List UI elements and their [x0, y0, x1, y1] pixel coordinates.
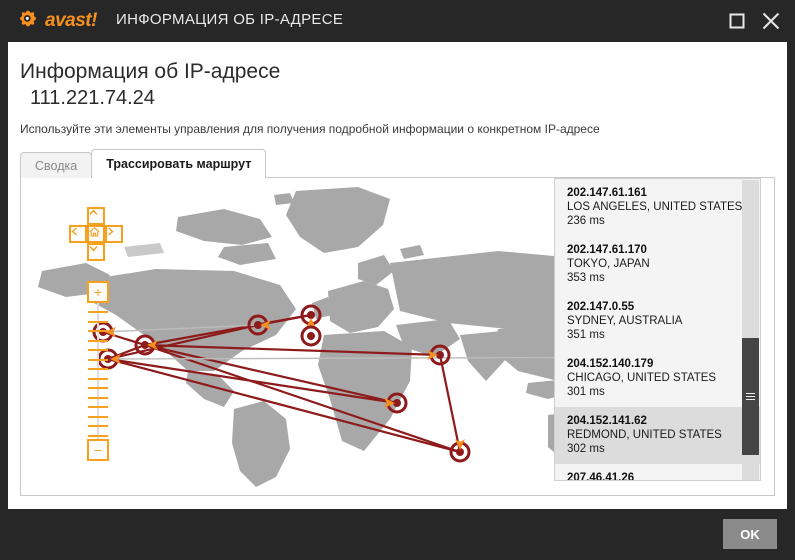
tab-underline: [20, 177, 775, 178]
zoom-tick[interactable]: [88, 387, 108, 389]
zoom-tick[interactable]: [88, 396, 108, 399]
hop-ip: 204.152.141.62: [567, 415, 647, 427]
zoom-tick[interactable]: [88, 368, 108, 370]
zoom-tick[interactable]: [88, 358, 108, 361]
avast-wordmark: avast!: [45, 10, 97, 31]
traceroute-panel: + − 202.147.61.161 LOS ANGELES, UNITED ST…: [20, 178, 775, 496]
window-title: ИНФОРМАЦИЯ ОБ IP-АДРЕСЕ: [116, 11, 344, 28]
pan-right-button[interactable]: [105, 225, 123, 243]
close-button[interactable]: [757, 8, 785, 34]
zoom-tick[interactable]: [88, 415, 108, 418]
hop-list-item[interactable]: 204.152.141.62 REDMOND, UNITED STATES 302 …: [555, 407, 760, 464]
map-zoom-slider[interactable]: + −: [87, 281, 109, 461]
hop-list-item[interactable]: 204.152.140.179 CHICAGO, UNITED STATES 301…: [555, 350, 760, 407]
hop-latency: 236 ms: [567, 215, 605, 227]
zoom-in-button[interactable]: +: [87, 281, 109, 303]
hop-list-item[interactable]: 202.147.61.161 LOS ANGELES, UNITED STATES…: [555, 179, 760, 236]
pan-up-button[interactable]: [87, 207, 105, 225]
window-buttons: [723, 8, 785, 34]
hop-ip: 202.147.0.55: [567, 301, 635, 313]
tab-traceroute[interactable]: Трассировать маршрут: [91, 149, 267, 179]
dialog-footer: OK: [0, 509, 795, 560]
page-description: Используйте эти элементы управления для …: [20, 122, 600, 136]
scrollbar-thumb[interactable]: [742, 338, 759, 455]
tab-bar: Сводка Трассировать маршрут: [20, 149, 267, 179]
hop-latency: 353 ms: [567, 272, 605, 284]
hop-location: LOS ANGELES, UNITED STATES: [567, 201, 743, 213]
hop-location: SYDNEY, AUSTRALIA: [567, 315, 683, 327]
traceroute-hop-list[interactable]: 202.147.61.161 LOS ANGELES, UNITED STATES…: [554, 178, 761, 481]
hop-latency: 351 ms: [567, 329, 605, 341]
hop-latency: 301 ms: [567, 386, 605, 398]
title-bar: avast! ИНФОРМАЦИЯ ОБ IP-АДРЕСЕ: [0, 0, 795, 42]
restore-button[interactable]: [723, 8, 751, 34]
page-ip-value: 111.221.74.24: [30, 87, 155, 109]
hop-location: TOKYO, JAPAN: [567, 258, 650, 270]
zoom-out-button[interactable]: −: [87, 439, 109, 461]
zoom-tick[interactable]: [88, 406, 108, 408]
scrollbar-grip-icon: [746, 392, 755, 402]
page-title: Информация об IP-адресе: [20, 60, 281, 83]
zoom-tick[interactable]: [88, 339, 108, 342]
hop-ip: 202.147.61.170: [567, 244, 647, 256]
hop-ip: 204.152.140.179: [567, 358, 654, 370]
hop-location: REDMOND, UNITED STATES: [567, 429, 722, 441]
hop-list-item[interactable]: 202.147.0.55 SYDNEY, AUSTRALIA 351 ms: [555, 293, 760, 350]
map-pan-control: [69, 207, 123, 261]
map-markers: [92, 304, 471, 463]
hop-location: CHICAGO, UNITED STATES: [567, 372, 717, 384]
hop-list-scrollbar[interactable]: [742, 180, 759, 480]
hop-list-item[interactable]: 202.147.61.170 TOKYO, JAPAN 353 ms: [555, 236, 760, 293]
avast-ball-icon: [16, 9, 40, 33]
zoom-tick[interactable]: [88, 330, 108, 332]
zoom-tick[interactable]: [88, 434, 108, 437]
zoom-tick[interactable]: [88, 349, 108, 351]
zoom-tick[interactable]: [88, 377, 108, 380]
zoom-tick[interactable]: [88, 311, 108, 313]
zoom-track: [97, 303, 99, 439]
hop-list-item[interactable]: 207.46.41.26SINGAPORE, SINGAPORE372 ms: [555, 464, 760, 481]
hop-ip: 202.147.61.161: [567, 187, 647, 199]
pan-down-button[interactable]: [87, 243, 105, 261]
hop-rows: 202.147.61.161 LOS ANGELES, UNITED STATES…: [555, 179, 760, 481]
hop-latency: 302 ms: [567, 443, 605, 455]
ok-button[interactable]: OK: [723, 519, 777, 549]
zoom-tick[interactable]: [88, 425, 108, 427]
dialog-content: Информация об IP-адресе 111.221.74.24 Ис…: [8, 42, 787, 509]
hop-ip: 207.46.41.26: [567, 472, 635, 481]
avast-logo: avast!: [16, 9, 97, 33]
pan-left-button[interactable]: [69, 225, 87, 243]
map-home-icon[interactable]: [87, 225, 105, 243]
zoom-tick[interactable]: [88, 320, 108, 323]
tab-summary[interactable]: Сводка: [20, 152, 93, 178]
